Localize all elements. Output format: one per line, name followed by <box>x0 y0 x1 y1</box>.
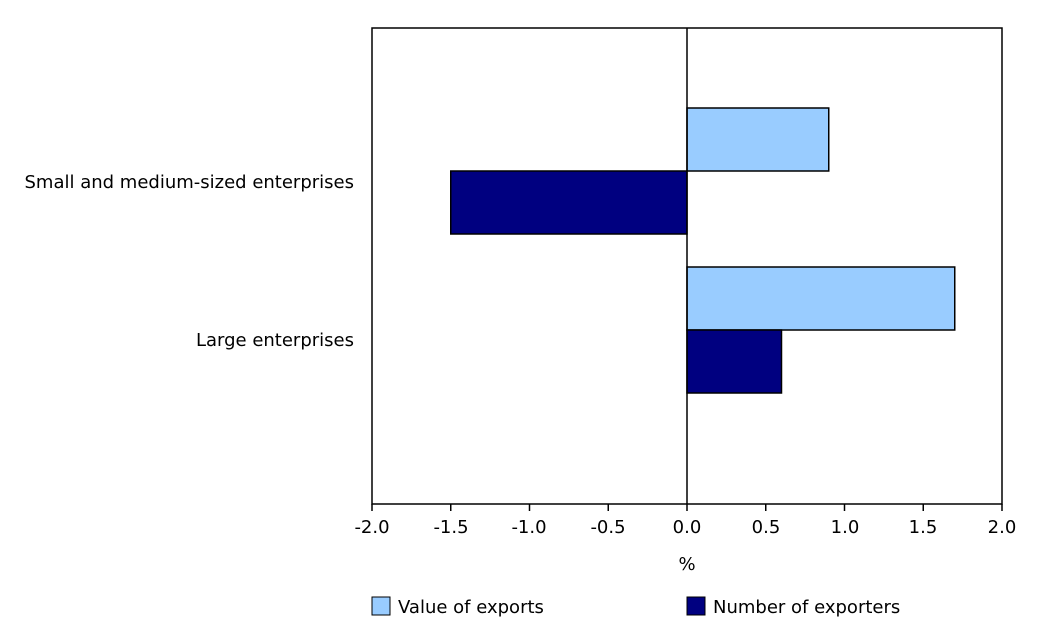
bar <box>450 170 688 235</box>
x-tick-label: 1.5 <box>909 517 938 538</box>
x-tick-label: -1.5 <box>433 517 468 538</box>
x-tick-label: 0.0 <box>673 517 702 538</box>
legend: Value of exports Number of exporters <box>371 596 900 618</box>
x-tick-label: -0.5 <box>590 517 625 538</box>
legend-swatch-value-of-exports <box>371 596 391 616</box>
bar <box>686 266 956 331</box>
bar <box>686 107 830 172</box>
x-tick-label: 2.0 <box>988 517 1017 538</box>
x-axis-ticks <box>371 504 1003 511</box>
legend-swatch-number-of-exporters <box>686 596 706 616</box>
x-tick-label: 1.0 <box>831 517 860 538</box>
legend-label-number-of-exporters: Number of exporters <box>713 597 900 618</box>
bars-group <box>450 107 956 394</box>
legend-label-value-of-exports: Value of exports <box>398 597 544 618</box>
category-label-large: Large enterprises <box>196 330 354 351</box>
bar <box>686 329 783 394</box>
x-tick-label: -2.0 <box>354 517 389 538</box>
x-tick-label: -1.0 <box>511 517 546 538</box>
x-tick-label: 0.5 <box>752 517 781 538</box>
category-label-sme: Small and medium-sized enterprises <box>25 172 355 193</box>
x-axis-title: % <box>678 554 695 575</box>
